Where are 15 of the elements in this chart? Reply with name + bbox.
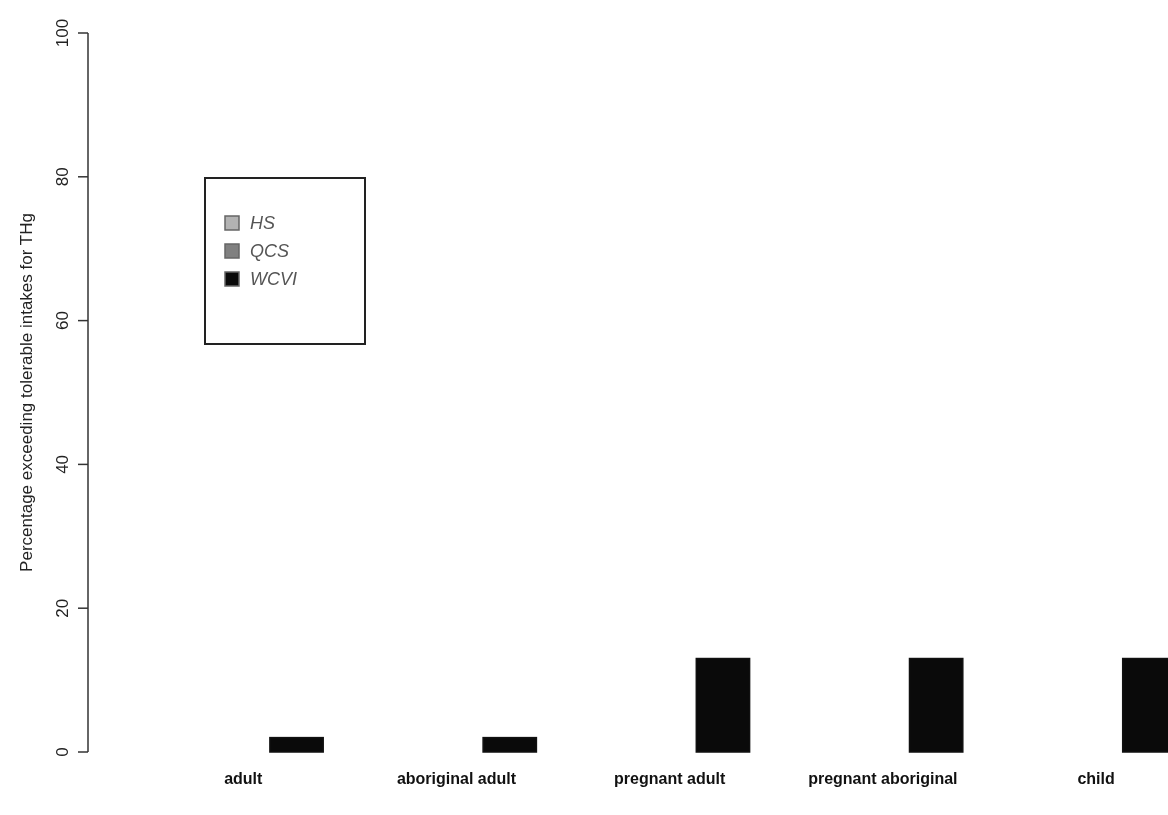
- y-tick-label: 80: [53, 167, 72, 187]
- legend-label: QCS: [250, 241, 290, 261]
- y-tick-label: 60: [53, 311, 72, 331]
- x-tick-label: child: [1077, 770, 1115, 787]
- x-tick-label: pregnant aboriginal: [808, 770, 958, 787]
- x-tick-label: adult: [224, 770, 264, 787]
- y-tick-label: 40: [53, 454, 72, 474]
- y-tick-label: 100: [53, 18, 72, 48]
- y-tick-label: 0: [53, 747, 72, 757]
- y-axis-title: Percentage exceeding tolerable intakes for THg: [17, 213, 36, 572]
- x-tick-label: pregnant adult: [614, 770, 726, 787]
- legend-label: WCVI: [250, 269, 297, 289]
- x-tick-label: aboriginal adult: [396, 770, 517, 787]
- legend-label: HS: [250, 213, 276, 233]
- y-tick-label: 20: [53, 598, 72, 618]
